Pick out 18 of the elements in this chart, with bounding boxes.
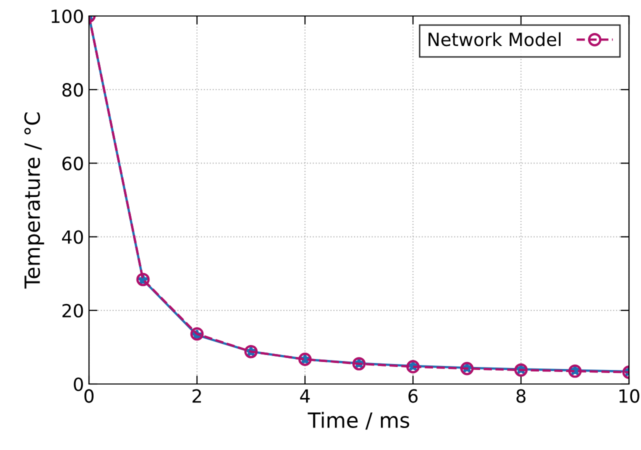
point — [460, 362, 474, 376]
y-tick-label: 80 — [62, 83, 83, 97]
x-tick-label: 6 — [408, 389, 418, 403]
x-tick-label: 10 — [619, 389, 640, 403]
point — [568, 364, 582, 378]
x-tick-label: 8 — [516, 389, 526, 403]
y-tick-label: 100 — [52, 9, 83, 24]
point — [514, 363, 528, 377]
legend-label: Network Model — [428, 32, 560, 46]
x-tick-label: 4 — [300, 389, 310, 403]
y-tick-label: 20 — [62, 304, 83, 318]
x-tick-label: 2 — [192, 389, 201, 403]
y-tick-label: 0 — [74, 377, 83, 392]
y-tick-label: 40 — [62, 230, 83, 244]
x-tick-label: 0 — [84, 389, 94, 403]
x-axis-title: Time / ms — [308, 412, 410, 430]
y-axis-title: Temperature / °C — [24, 112, 44, 289]
y-tick-label: 60 — [62, 156, 83, 170]
